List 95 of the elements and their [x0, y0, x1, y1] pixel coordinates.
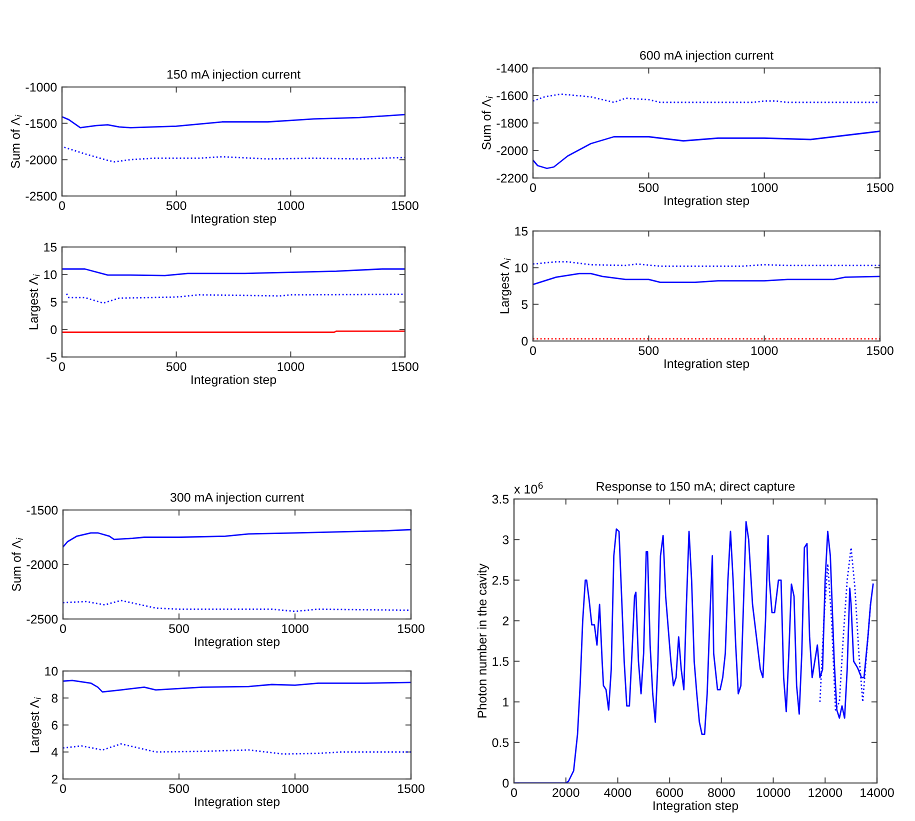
- x-tick-label: 1000: [751, 346, 778, 356]
- x-axis-title: Integration step: [664, 196, 750, 208]
- y-tick-label: -1400: [496, 64, 528, 73]
- y-tick-label: 4: [51, 748, 58, 757]
- x-tick-label: 0: [59, 362, 65, 372]
- x-tick-label: 1000: [282, 624, 308, 634]
- x-tick-label: 0: [530, 346, 536, 356]
- line-series: [63, 743, 411, 755]
- x-tick-label: 1500: [867, 183, 894, 192]
- x-tick-label: 12000: [808, 788, 842, 798]
- y-axis-title: Sum of Λ$_{i}$: [10, 114, 22, 168]
- y-tick-label: 10: [45, 666, 58, 676]
- y-tick-label: -2000: [26, 560, 58, 570]
- y-tick-label: -2500: [26, 192, 57, 201]
- x-tick-label: 500: [166, 201, 186, 210]
- x-axis-title: Integration step: [195, 636, 280, 649]
- x-axis-title: Integration step: [654, 800, 738, 813]
- chart-title: 300 mA injection current: [170, 492, 304, 504]
- x-tick-label: 500: [638, 346, 659, 356]
- x-tick-label: 6000: [656, 788, 683, 798]
- line-series: [533, 272, 880, 286]
- x-tick-label: 14000: [860, 788, 894, 798]
- y-axis-title: Largest Λ$_{i}$: [29, 274, 40, 330]
- chart-title: 600 mA injection current: [640, 50, 774, 62]
- x-axis-title: Integration step: [192, 214, 276, 226]
- x-axis-title: Integration step: [664, 358, 750, 371]
- x-tick-label: 2000: [552, 788, 580, 798]
- x-tick-label: 0: [60, 784, 66, 794]
- y-tick-label: 15: [44, 242, 57, 252]
- x-tick-label: 1000: [751, 183, 778, 192]
- y-tick-label: 5: [50, 298, 57, 307]
- y-tick-label: 3.5: [492, 494, 509, 504]
- line-series: [63, 528, 411, 548]
- y-tick-label: -1500: [26, 119, 57, 128]
- y-tick-label: -1000: [26, 82, 57, 92]
- y-tick-label: 0.5: [492, 738, 509, 748]
- y-tick-label: 5: [522, 300, 528, 309]
- y-tick-label: 1: [503, 698, 509, 706]
- x-tick-label: 500: [169, 624, 189, 634]
- y-tick-label: 0: [50, 325, 57, 334]
- y-tick-label: -1800: [496, 118, 528, 128]
- y-tick-label: -2000: [26, 155, 57, 164]
- y-tick-label: -2200: [496, 174, 528, 183]
- x-tick-label: 8000: [708, 788, 735, 798]
- x-tick-label: 500: [169, 784, 189, 794]
- x-tick-label: 1000: [278, 201, 304, 210]
- line-series: [819, 546, 872, 711]
- y-tick-label: 8: [52, 694, 58, 703]
- x-tick-label: 1500: [867, 346, 894, 356]
- y-tick-label: -2000: [496, 146, 528, 156]
- chart-title: 150 mA injection current: [167, 70, 300, 82]
- y-axis-title: Largest Λ$_{i}$: [30, 697, 42, 752]
- x-tick-label: 1500: [398, 784, 424, 794]
- y-tick-label: 10: [44, 270, 57, 280]
- x-tick-label: 4000: [604, 788, 632, 798]
- x-tick-label: 1500: [398, 624, 424, 634]
- x-tick-label: 1000: [278, 362, 304, 372]
- y-axis-title: Sum of Λ$_{i}$: [12, 538, 23, 592]
- y-tick-label: 2: [502, 616, 509, 626]
- text: x 10$^{6}$: [514, 482, 543, 494]
- x-tick-label: 1500: [392, 201, 418, 210]
- line-series: [533, 93, 880, 104]
- x-axis-title: Integration step: [195, 796, 280, 809]
- y-tick-label: 1.5: [492, 657, 509, 666]
- x-tick-label: 1000: [282, 784, 308, 794]
- line-series: [62, 114, 405, 128]
- y-tick-label: 6: [52, 720, 58, 730]
- line-series: [66, 293, 405, 304]
- x-tick-label: 0: [530, 183, 536, 192]
- y-axis-title: Largest Λ$_{i}$: [500, 258, 512, 314]
- y-tick-label: 0: [522, 336, 528, 346]
- line-series: [62, 268, 405, 276]
- x-tick-label: 10000: [756, 788, 790, 798]
- y-tick-label: 3: [502, 535, 509, 544]
- y-tick-label: -5: [46, 352, 57, 362]
- y-tick-label: 2: [52, 774, 58, 784]
- y-tick-label: 15: [515, 226, 528, 236]
- y-tick-label: -2500: [26, 614, 58, 624]
- line-series: [63, 680, 411, 693]
- line-series: [533, 130, 880, 170]
- chart-title: Response to 150 mA; direct capture: [596, 482, 795, 494]
- x-tick-label: 0: [59, 201, 65, 210]
- x-tick-label: 0: [60, 624, 66, 634]
- line-series: [64, 146, 405, 163]
- x-tick-label: 500: [166, 362, 186, 372]
- x-axis-title: Integration step: [192, 374, 276, 387]
- y-tick-label: -1500: [26, 506, 58, 515]
- y-tick-label: 10: [515, 263, 528, 272]
- line-series: [63, 600, 411, 612]
- y-axis-title: Photon number in the cavity: [477, 564, 489, 718]
- y-tick-label: -1600: [496, 91, 528, 100]
- x-tick-label: 500: [638, 183, 659, 192]
- y-tick-label: 2.5: [492, 576, 509, 585]
- y-axis-title: Sum of Λ$_{i}$: [482, 96, 493, 150]
- x-tick-label: 1500: [392, 362, 418, 372]
